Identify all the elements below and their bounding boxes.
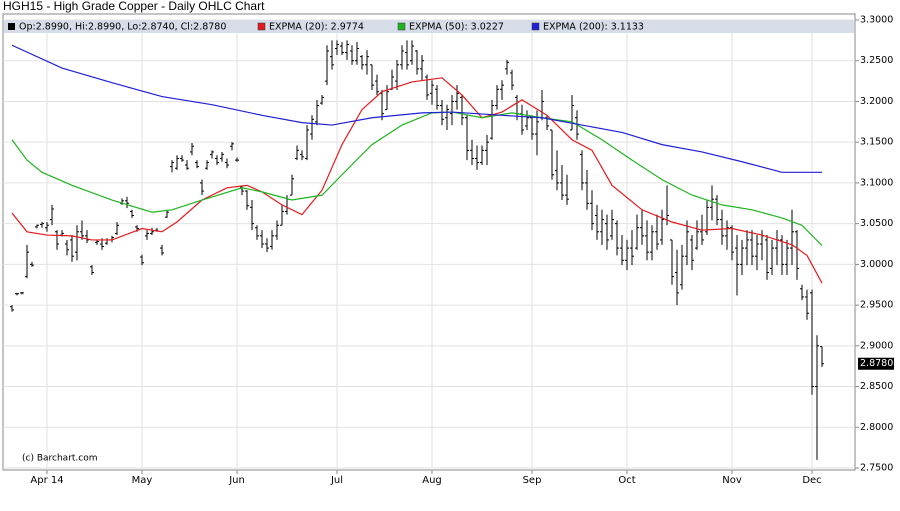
y-tick-label: 3.2000 <box>860 96 893 107</box>
last-price-tag <box>858 357 894 370</box>
legend-strip <box>4 20 854 33</box>
ema-line <box>11 44 822 173</box>
legend-swatch <box>257 22 266 31</box>
ema-line <box>11 111 823 247</box>
x-tick-label: Jul <box>330 475 343 486</box>
credit: (c) Barchart.com <box>22 454 98 464</box>
x-tick-label: May <box>132 475 153 486</box>
x-tick-label: Apr 14 <box>30 475 63 486</box>
y-tick-label: 3.3000 <box>860 15 893 26</box>
y-tick-label: 2.9500 <box>860 300 893 311</box>
chart-title: HGH15 - High Grade Copper - Daily OHLC C… <box>3 0 265 13</box>
plot-frame <box>2 13 856 471</box>
x-tick-label: Oct <box>618 475 635 486</box>
x-tick-label: Jun <box>228 475 245 486</box>
x-tick-label: Sep <box>523 475 542 486</box>
y-tick-label: 3.1000 <box>860 177 893 188</box>
y-tick-label: 2.7500 <box>860 463 893 474</box>
legend-swatch <box>531 22 540 31</box>
legend: Op:2.8990, Hi:2.8990, Lo:2.8740, Cl:2.87… <box>8 22 644 33</box>
legend-swatch <box>397 22 406 31</box>
y-tick-label: 3.2500 <box>860 55 893 66</box>
legend-label: Op:2.8990, Hi:2.8990, Lo:2.8740, Cl:2.87… <box>19 22 226 33</box>
legend-swatch <box>8 23 15 30</box>
y-tick-label: 3.0500 <box>860 218 893 229</box>
last-price-label: 2.8780 <box>860 358 893 369</box>
legend-label: EXPMA (200): 3.1133 <box>543 22 644 33</box>
y-tick-label: 2.8500 <box>860 381 893 392</box>
y-tick-label: 2.9000 <box>860 340 893 351</box>
ema-line <box>11 77 823 284</box>
legend-label: EXPMA (20): 2.9774 <box>269 22 364 33</box>
legend-label: EXPMA (50): 3.0227 <box>409 22 504 33</box>
x-tick-label: Nov <box>722 475 742 486</box>
x-tick-label: Aug <box>422 475 442 486</box>
y-tick-label: 3.0000 <box>860 259 893 270</box>
marks <box>10 40 824 460</box>
y-tick-label: 3.1500 <box>860 137 893 148</box>
y-tick-label: 2.8000 <box>860 422 893 433</box>
x-tick-label: Dec <box>802 475 821 486</box>
